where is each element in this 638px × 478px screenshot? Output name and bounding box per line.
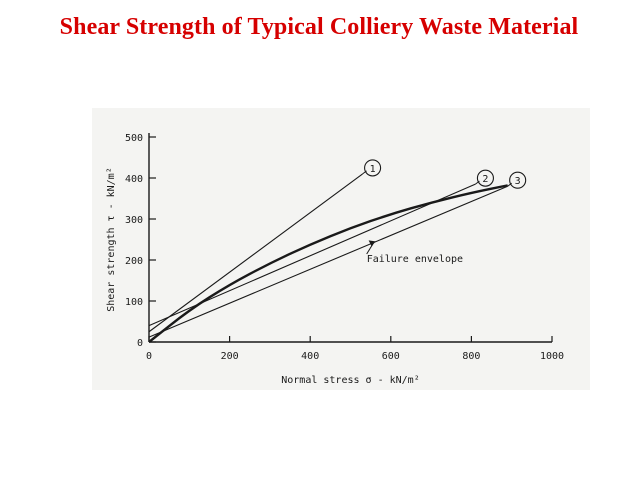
y-tick-label: 500 [125, 133, 143, 144]
y-tick-label: 400 [125, 174, 143, 185]
ticks: 0 100 200 300 400 500 0 200 400 600 800 1000 [125, 133, 564, 362]
line-3-circle [509, 171, 527, 189]
x-axis-label: Normal stress σ - kN/m² [281, 375, 419, 386]
x-tick-label: 800 [462, 351, 480, 362]
series-layer [148, 159, 527, 343]
chart-scan-panel: 0 100 200 300 400 500 0 200 400 600 800 1000 Normal… [92, 108, 590, 390]
axes [148, 133, 552, 343]
y-tick-label: 200 [125, 256, 143, 267]
y-tick-label: 100 [125, 297, 143, 308]
x-tick-label: 0 [146, 351, 152, 362]
y-tick-label: 300 [125, 215, 143, 226]
x-tick-label: 1000 [540, 351, 564, 362]
line-3 [148, 185, 508, 338]
x-tick-label: 200 [221, 351, 239, 362]
line-1 [148, 173, 363, 333]
line-1-circle [364, 159, 382, 177]
slide-title: Shear Strength of Typical Colliery Waste… [59, 14, 579, 40]
line-3-label: 3 [515, 176, 521, 187]
failure-envelope-curve [148, 184, 508, 343]
shear-strength-chart: 0 100 200 300 400 500 0 200 400 600 800 1000 Normal… [106, 133, 564, 386]
y-axis-label: Shear strength τ - kN/m² [106, 167, 117, 312]
labels-layer: Normal stress σ - kN/m² Shear strength τ … [106, 164, 521, 386]
failure-envelope-annotation: Failure envelope [367, 254, 463, 265]
line-2-circle [476, 169, 494, 187]
y-tick-label: 0 [137, 338, 143, 349]
line-2-label: 2 [482, 174, 488, 185]
x-tick-label: 400 [301, 351, 319, 362]
annotation-arrowhead [368, 240, 376, 247]
line-1-label: 1 [370, 164, 376, 175]
x-tick-label: 600 [382, 351, 400, 362]
